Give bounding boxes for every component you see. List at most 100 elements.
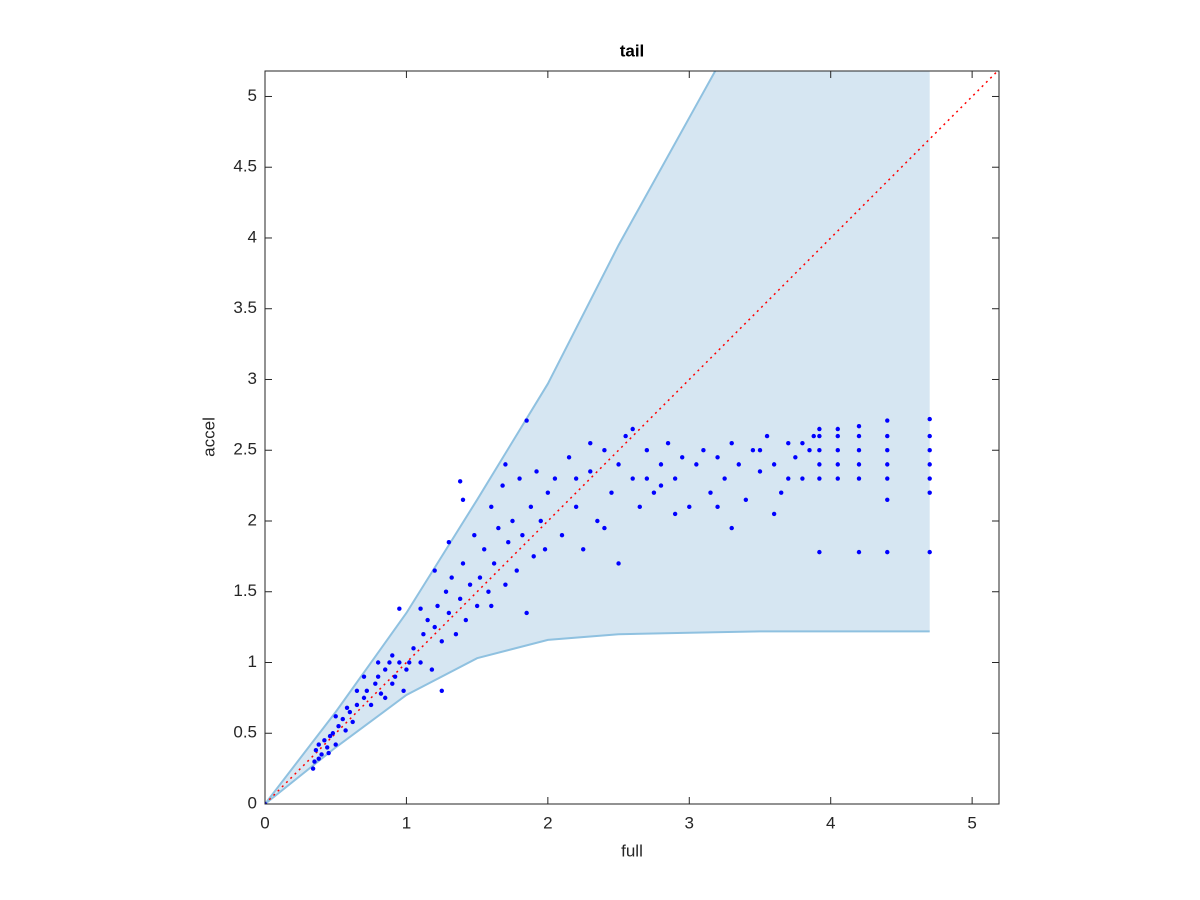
y-tick-label: 3.5 bbox=[233, 298, 257, 317]
point bbox=[316, 742, 321, 747]
point bbox=[602, 525, 607, 531]
point bbox=[885, 448, 890, 453]
point bbox=[460, 561, 466, 566]
point bbox=[313, 748, 319, 753]
point bbox=[885, 418, 890, 423]
point bbox=[528, 504, 534, 510]
point bbox=[347, 709, 353, 715]
point bbox=[573, 504, 579, 510]
point bbox=[729, 525, 734, 531]
point bbox=[672, 476, 678, 481]
y-axis-label: accel bbox=[199, 417, 218, 457]
point bbox=[411, 646, 416, 651]
point bbox=[581, 547, 586, 552]
point bbox=[520, 532, 525, 538]
point bbox=[472, 532, 477, 538]
axes-box bbox=[264, 70, 1000, 805]
point bbox=[407, 660, 412, 665]
point bbox=[885, 476, 890, 481]
point bbox=[927, 490, 932, 495]
point bbox=[856, 549, 862, 555]
point bbox=[927, 433, 932, 439]
point bbox=[757, 469, 763, 474]
point bbox=[435, 603, 440, 609]
point bbox=[397, 606, 402, 611]
x-tick-label: 2 bbox=[543, 813, 552, 832]
point bbox=[566, 455, 572, 460]
point bbox=[514, 568, 519, 573]
point bbox=[817, 549, 822, 555]
point bbox=[429, 667, 435, 672]
point bbox=[595, 518, 600, 524]
point bbox=[467, 582, 473, 587]
point bbox=[491, 561, 497, 566]
point bbox=[510, 518, 515, 524]
point bbox=[856, 423, 862, 429]
point bbox=[350, 719, 355, 725]
point bbox=[325, 745, 330, 750]
x-tick-label: 3 bbox=[685, 813, 694, 832]
point bbox=[534, 469, 539, 474]
point bbox=[807, 448, 812, 453]
point bbox=[477, 575, 483, 580]
point bbox=[368, 702, 374, 708]
point bbox=[265, 801, 268, 804]
point bbox=[361, 695, 367, 701]
point bbox=[750, 448, 756, 453]
point bbox=[743, 497, 749, 502]
point bbox=[312, 759, 317, 764]
point bbox=[722, 476, 727, 481]
point bbox=[418, 606, 423, 611]
point bbox=[401, 688, 406, 693]
point bbox=[489, 504, 494, 510]
point bbox=[333, 742, 338, 747]
x-tick-label: 5 bbox=[967, 813, 976, 832]
y-tick-label: 2 bbox=[248, 510, 257, 529]
point bbox=[856, 476, 862, 481]
point bbox=[390, 653, 395, 658]
point bbox=[390, 681, 395, 686]
point bbox=[817, 476, 822, 481]
reference-line bbox=[265, 71, 999, 804]
point bbox=[573, 476, 579, 481]
point bbox=[588, 469, 593, 474]
point bbox=[885, 462, 890, 467]
point bbox=[387, 660, 392, 665]
point bbox=[373, 681, 378, 686]
point bbox=[736, 462, 741, 467]
band-lower-edge bbox=[265, 630, 930, 804]
point bbox=[779, 490, 784, 495]
point bbox=[531, 554, 536, 559]
point bbox=[449, 575, 454, 580]
point bbox=[500, 483, 505, 488]
x-tick-label: 1 bbox=[402, 813, 411, 832]
point bbox=[630, 476, 635, 481]
point bbox=[757, 448, 763, 453]
point bbox=[835, 448, 840, 453]
point bbox=[545, 490, 551, 495]
point bbox=[439, 688, 444, 693]
point bbox=[432, 568, 437, 573]
point bbox=[616, 462, 621, 467]
point bbox=[496, 525, 501, 531]
point bbox=[694, 462, 699, 467]
point bbox=[354, 702, 360, 708]
point bbox=[503, 462, 508, 467]
point bbox=[658, 483, 664, 488]
point bbox=[319, 752, 324, 757]
point bbox=[771, 511, 777, 517]
point bbox=[327, 733, 333, 739]
y-tick-label: 4.5 bbox=[233, 157, 257, 176]
point bbox=[421, 631, 426, 637]
point bbox=[856, 433, 862, 439]
point bbox=[793, 455, 798, 460]
point bbox=[623, 433, 628, 439]
point bbox=[672, 511, 678, 517]
point bbox=[538, 518, 543, 524]
point bbox=[835, 433, 840, 439]
point bbox=[474, 603, 480, 609]
point bbox=[927, 448, 932, 453]
point bbox=[927, 549, 932, 555]
y-tick-label: 1 bbox=[248, 652, 257, 671]
